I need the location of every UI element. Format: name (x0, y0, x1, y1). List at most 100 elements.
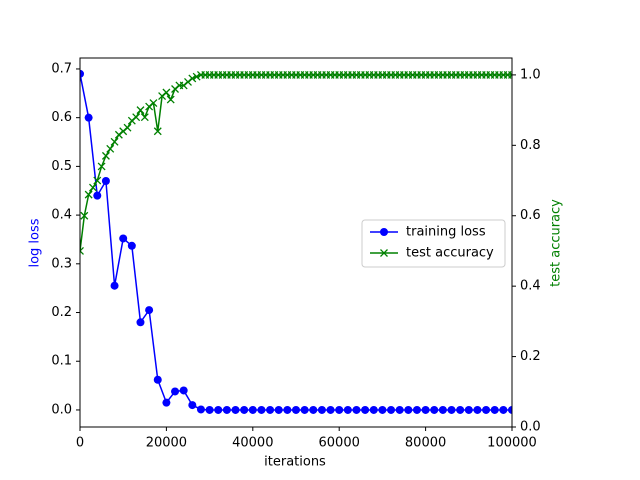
marker (292, 405, 300, 414)
marker (456, 405, 465, 414)
marker (274, 405, 283, 414)
plot-area (80, 69, 512, 414)
marker (361, 405, 370, 414)
marker (192, 72, 201, 81)
y-tick-label: 0.7 (51, 61, 72, 76)
marker (84, 113, 93, 122)
marker (80, 246, 84, 255)
marker (404, 405, 413, 414)
marker (80, 69, 84, 78)
marker (188, 401, 197, 410)
x-tick-label: 80000 (405, 436, 446, 451)
x-axis-label: iterations (264, 455, 326, 470)
marker (101, 151, 110, 160)
marker (145, 306, 154, 315)
marker (153, 375, 162, 384)
x-tick-label: 100000 (487, 436, 537, 451)
marker (257, 405, 266, 414)
marker (136, 106, 145, 115)
marker (231, 405, 240, 414)
marker (352, 405, 361, 414)
x-tick-label: 0 (76, 436, 84, 451)
legend-label: test accuracy (406, 246, 494, 261)
x-tick-label: 60000 (319, 436, 360, 451)
marker (482, 405, 491, 414)
marker (380, 228, 388, 236)
marker (499, 405, 508, 414)
y-tick-label: 0.6 (51, 110, 72, 125)
marker (132, 113, 141, 122)
marker (188, 74, 197, 83)
marker (380, 249, 388, 257)
marker (369, 405, 378, 414)
marker (93, 191, 102, 200)
y-axis-label: log loss (28, 218, 43, 267)
marker (149, 99, 158, 108)
marker (395, 405, 404, 414)
plot-frame (79, 57, 513, 428)
marker (222, 405, 231, 414)
marker (136, 318, 145, 327)
legend-label: training loss (406, 225, 486, 240)
marker (179, 386, 188, 395)
marker (309, 405, 318, 414)
marker (447, 405, 456, 414)
y2-tick-label: 0.0 (520, 420, 541, 435)
y2-tick-label: 0.6 (520, 208, 541, 223)
y2-axis-label: test accuracy (549, 199, 564, 287)
y2-tick-label: 0.2 (520, 349, 541, 364)
marker (248, 405, 257, 414)
y-tick-label: 0.2 (51, 305, 72, 320)
marker (508, 70, 512, 79)
marker (171, 387, 180, 396)
marker (101, 177, 110, 185)
marker (300, 405, 309, 414)
y-tick-label: 0.3 (51, 256, 72, 271)
marker (378, 405, 387, 414)
marker (214, 405, 223, 414)
marker (473, 405, 482, 414)
x-tick-label: 40000 (232, 436, 273, 451)
marker (266, 405, 275, 414)
marker (464, 405, 473, 414)
y-tick-label: 0.5 (51, 159, 72, 174)
y-tick-label: 0.0 (51, 402, 72, 417)
marker (412, 405, 421, 414)
marker (438, 405, 447, 414)
marker (110, 137, 119, 146)
marker (84, 190, 93, 199)
marker (80, 211, 89, 220)
marker (421, 405, 430, 414)
marker (166, 95, 175, 104)
marker (119, 234, 128, 243)
marker (106, 144, 115, 153)
marker (110, 281, 119, 290)
marker (140, 113, 149, 122)
marker (123, 123, 132, 132)
marker (97, 162, 106, 171)
marker (430, 405, 439, 414)
marker (335, 405, 344, 414)
marker (283, 405, 292, 414)
marker (89, 183, 97, 192)
y2-tick-label: 0.8 (520, 138, 541, 153)
marker (326, 405, 335, 414)
marker (490, 405, 499, 414)
marker (240, 405, 249, 414)
y2-tick-label: 1.0 (520, 67, 541, 82)
marker (205, 405, 214, 414)
marker (162, 398, 171, 407)
y-tick-label: 0.4 (51, 208, 72, 223)
marker (343, 405, 352, 414)
y2-tick-label: 0.4 (520, 279, 541, 294)
marker (93, 176, 102, 185)
marker (317, 405, 326, 414)
y-tick-label: 0.1 (51, 354, 72, 369)
marker (387, 405, 396, 414)
marker (196, 405, 205, 414)
marker (127, 241, 136, 250)
marker (153, 127, 162, 136)
x-tick-label: 20000 (146, 436, 187, 451)
